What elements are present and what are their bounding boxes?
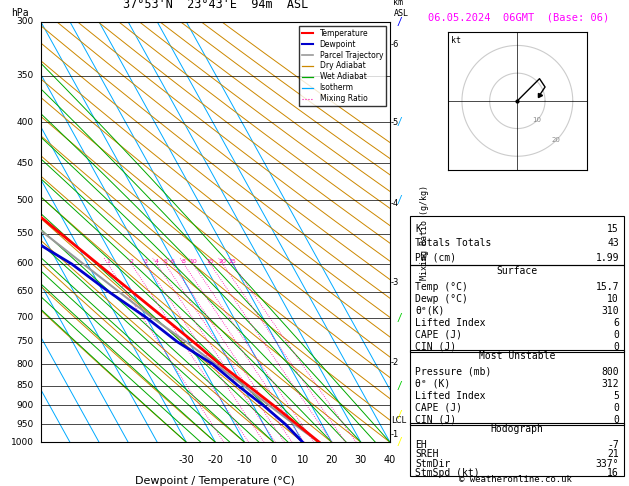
Text: 312: 312: [601, 379, 619, 389]
Text: -1: -1: [391, 430, 399, 439]
Text: hPa: hPa: [11, 8, 29, 17]
Text: Lifted Index: Lifted Index: [415, 318, 486, 328]
Text: 10: 10: [607, 294, 619, 304]
Text: Temp (°C): Temp (°C): [415, 282, 468, 292]
Text: 850: 850: [16, 381, 34, 390]
Text: StmDir: StmDir: [415, 459, 450, 469]
Text: 40: 40: [384, 455, 396, 465]
Text: -2: -2: [391, 358, 399, 366]
Text: CAPE (J): CAPE (J): [415, 330, 462, 340]
Text: StmSpd (kt): StmSpd (kt): [415, 469, 480, 478]
Text: 700: 700: [16, 313, 34, 322]
Text: -4: -4: [391, 199, 399, 208]
Text: LCL: LCL: [391, 416, 406, 425]
Text: 10: 10: [189, 259, 197, 264]
Text: km
ASL: km ASL: [394, 0, 408, 17]
Text: 21: 21: [607, 449, 619, 459]
Text: -20: -20: [208, 455, 223, 465]
Text: /: /: [396, 437, 403, 447]
Text: Dewpoint / Temperature (°C): Dewpoint / Temperature (°C): [135, 476, 296, 486]
Text: 1000: 1000: [11, 438, 34, 447]
Text: 20: 20: [552, 137, 560, 142]
Text: 4: 4: [155, 259, 159, 264]
Text: CAPE (J): CAPE (J): [415, 403, 462, 413]
Text: 0: 0: [613, 403, 619, 413]
Text: 3: 3: [144, 259, 148, 264]
Text: Lifted Index: Lifted Index: [415, 391, 486, 401]
Text: 15.7: 15.7: [596, 282, 619, 292]
Text: 10: 10: [532, 117, 541, 123]
Text: -10: -10: [237, 455, 252, 465]
Text: 5: 5: [164, 259, 167, 264]
Text: 800: 800: [601, 367, 619, 377]
Text: © weatheronline.co.uk: © weatheronline.co.uk: [459, 474, 572, 484]
Text: 2: 2: [130, 259, 133, 264]
Text: 350: 350: [16, 71, 34, 80]
Text: 0: 0: [613, 330, 619, 340]
Text: /: /: [396, 381, 403, 391]
Text: 337°: 337°: [596, 459, 619, 469]
Text: 8: 8: [182, 259, 186, 264]
Text: 16: 16: [607, 469, 619, 478]
Text: 6: 6: [170, 259, 174, 264]
Text: 5: 5: [613, 391, 619, 401]
Text: 600: 600: [16, 260, 34, 268]
Text: 15: 15: [607, 224, 619, 234]
Text: θᵉ (K): θᵉ (K): [415, 379, 450, 389]
Text: Mixing Ratio (g/kg): Mixing Ratio (g/kg): [420, 185, 430, 279]
Text: PW (cm): PW (cm): [415, 253, 456, 263]
Text: /: /: [396, 312, 403, 323]
Text: Hodograph: Hodograph: [491, 424, 543, 434]
Text: 6: 6: [613, 318, 619, 328]
Text: /: /: [396, 17, 403, 27]
Text: 800: 800: [16, 360, 34, 369]
Text: 15: 15: [206, 259, 214, 264]
Text: 37°53'N  23°43'E  94m  ASL: 37°53'N 23°43'E 94m ASL: [123, 0, 308, 11]
Text: Pressure (mb): Pressure (mb): [415, 367, 491, 377]
Text: 950: 950: [16, 420, 34, 429]
Text: -6: -6: [391, 40, 399, 49]
Text: 0: 0: [270, 455, 277, 465]
Text: /: /: [396, 117, 403, 127]
Text: -7: -7: [607, 440, 619, 450]
Text: 25: 25: [229, 259, 237, 264]
Text: Most Unstable: Most Unstable: [479, 351, 555, 362]
Text: Totals Totals: Totals Totals: [415, 238, 491, 248]
Text: 310: 310: [601, 306, 619, 316]
Text: 650: 650: [16, 287, 34, 296]
Text: Dewp (°C): Dewp (°C): [415, 294, 468, 304]
Text: 0: 0: [613, 415, 619, 425]
Text: /: /: [396, 195, 403, 205]
Text: 1.99: 1.99: [596, 253, 619, 263]
Text: 750: 750: [16, 337, 34, 347]
Text: 450: 450: [17, 159, 34, 168]
Text: 500: 500: [16, 196, 34, 205]
Text: 30: 30: [355, 455, 367, 465]
Text: 0: 0: [613, 342, 619, 352]
Text: 550: 550: [16, 229, 34, 238]
Text: EH: EH: [415, 440, 427, 450]
Text: 20: 20: [219, 259, 226, 264]
Text: 400: 400: [17, 118, 34, 127]
Text: 300: 300: [16, 17, 34, 26]
Text: -5: -5: [391, 118, 399, 127]
Text: Surface: Surface: [496, 266, 538, 277]
Text: 1: 1: [106, 259, 109, 264]
Text: 43: 43: [607, 238, 619, 248]
Text: CIN (J): CIN (J): [415, 342, 456, 352]
Text: 20: 20: [326, 455, 338, 465]
Legend: Temperature, Dewpoint, Parcel Trajectory, Dry Adiabat, Wet Adiabat, Isotherm, Mi: Temperature, Dewpoint, Parcel Trajectory…: [299, 26, 386, 106]
Text: 900: 900: [16, 401, 34, 410]
Text: /: /: [396, 410, 403, 420]
Text: K: K: [415, 224, 421, 234]
Text: -30: -30: [179, 455, 194, 465]
Text: -3: -3: [391, 278, 399, 287]
Text: θᵉ(K): θᵉ(K): [415, 306, 445, 316]
Text: kt: kt: [451, 36, 461, 45]
Text: SREH: SREH: [415, 449, 438, 459]
Text: 10: 10: [297, 455, 309, 465]
Text: 06.05.2024  06GMT  (Base: 06): 06.05.2024 06GMT (Base: 06): [428, 12, 609, 22]
Text: CIN (J): CIN (J): [415, 415, 456, 425]
